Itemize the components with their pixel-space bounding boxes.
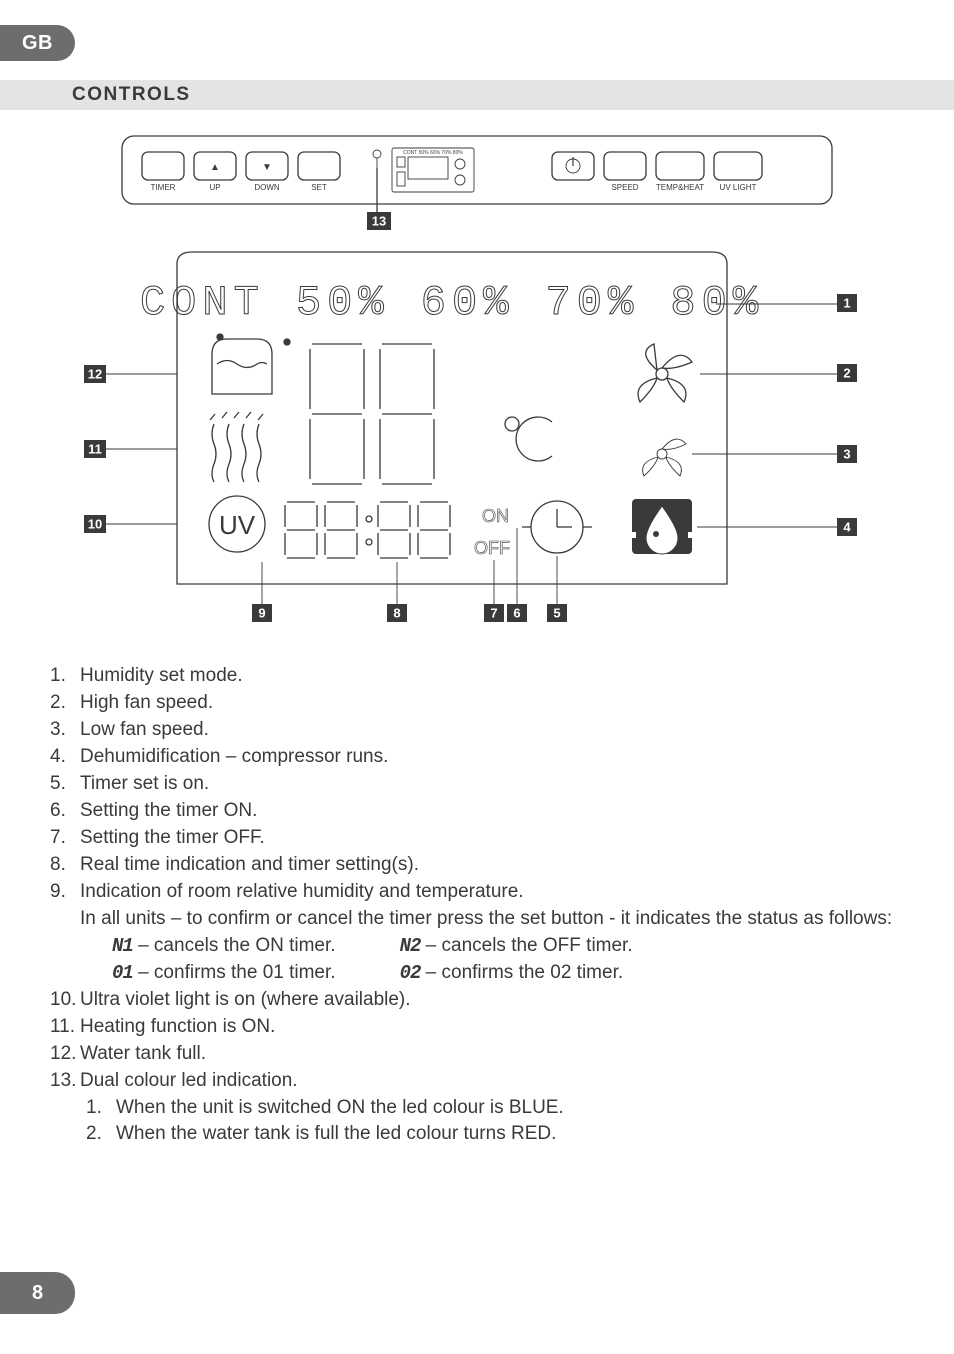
diagram-svg: TIMER ▲ UP ▼ DOWN SET CONT 50% 60% 70% 8… (62, 124, 892, 634)
svg-text:12: 12 (88, 367, 102, 382)
svg-text:9: 9 (258, 606, 265, 621)
svg-text:5: 5 (553, 606, 560, 621)
seven-seg-time (285, 502, 450, 558)
section-title: CONTROLS (0, 80, 954, 110)
dehumidify-icon (628, 499, 696, 554)
tank-full-icon (212, 334, 290, 394)
uv-icon: UV (209, 496, 265, 552)
clock-icon (522, 501, 592, 553)
seven-seg-big (310, 344, 434, 484)
temp-unit (505, 417, 552, 461)
lcd-humidity-row: CONT 50% 60% 70% 80% (140, 279, 764, 327)
btn-up-glyph: ▲ (210, 162, 220, 173)
svg-text:2: 2 (843, 366, 850, 381)
lcd-panel: CONT 50% 60% 70% 80% (84, 252, 857, 622)
page-content: TIMER ▲ UP ▼ DOWN SET CONT 50% 60% 70% 8… (0, 110, 954, 1148)
svg-text:1: 1 (843, 296, 850, 311)
page-number: 8 (0, 1272, 75, 1314)
svg-text:8: 8 (393, 606, 400, 621)
callout-13: 13 (372, 214, 386, 229)
btn-down-label: DOWN (254, 183, 280, 192)
fan-high-icon (638, 344, 692, 402)
svg-text:10: 10 (88, 517, 102, 532)
btn-set-label: SET (311, 183, 327, 192)
svg-text:CONT 50% 60% 70% 80%: CONT 50% 60% 70% 80% (403, 150, 463, 156)
svg-text:3: 3 (843, 447, 850, 462)
controls-list: 1.Humidity set mode. 2.High fan speed. 3… (50, 663, 904, 1148)
svg-text:4: 4 (843, 520, 851, 535)
heating-icon (210, 412, 263, 482)
on-text: ON (482, 506, 509, 526)
svg-text:7: 7 (490, 606, 497, 621)
off-text: OFF (474, 538, 510, 558)
control-panel: TIMER ▲ UP ▼ DOWN SET CONT 50% 60% 70% 8… (122, 136, 832, 230)
btn-down-glyph: ▼ (262, 162, 272, 173)
svg-text:11: 11 (88, 442, 102, 457)
btn-tempheat-label: TEMP&HEAT (656, 183, 704, 192)
svg-text:UV: UV (219, 510, 256, 540)
btn-timer-label: TIMER (151, 183, 176, 192)
svg-text:6: 6 (513, 606, 520, 621)
language-tab: GB (0, 25, 75, 61)
btn-up-label: UP (209, 183, 220, 192)
btn-uvlight-label: UV LIGHT (720, 183, 757, 192)
btn-speed-label: SPEED (611, 183, 638, 192)
diagram-area: TIMER ▲ UP ▼ DOWN SET CONT 50% 60% 70% 8… (62, 124, 892, 639)
fan-low-icon (643, 439, 686, 476)
